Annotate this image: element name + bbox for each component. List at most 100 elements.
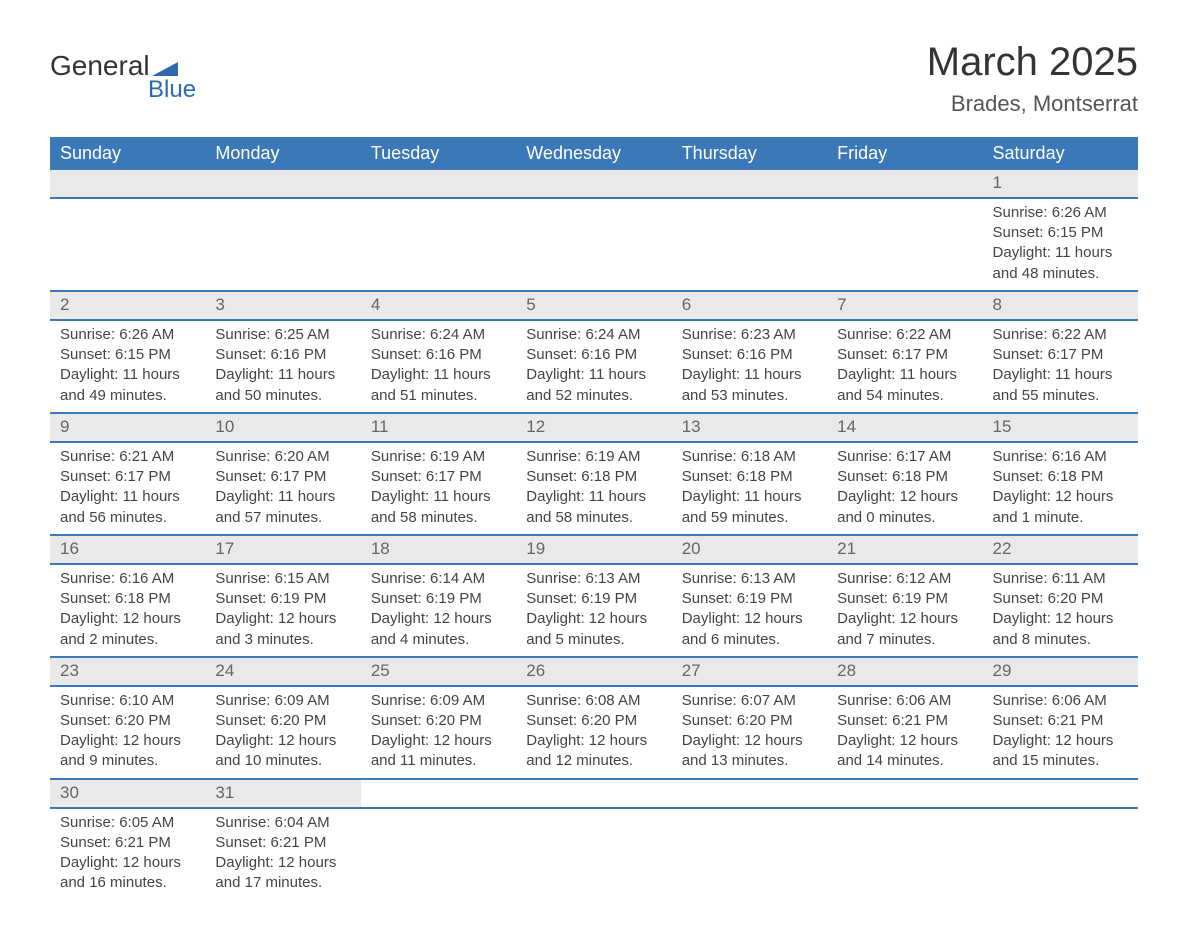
day-detail-cell: Sunrise: 6:11 AMSunset: 6:20 PMDaylight:… [983,564,1138,657]
day-number-cell: 26 [516,657,671,686]
day-detail-cell: Sunrise: 6:25 AMSunset: 6:16 PMDaylight:… [205,320,360,413]
day-number-cell: 25 [361,657,516,686]
sunset-text: Sunset: 6:21 PM [837,711,972,731]
day-detail-cell: Sunrise: 6:23 AMSunset: 6:16 PMDaylight:… [672,320,827,413]
calendar-body: 1Sunrise: 6:26 AMSunset: 6:15 PMDaylight… [50,170,1138,900]
sunrise-text: Sunrise: 6:04 AM [215,813,350,833]
day-detail-cell: Sunrise: 6:26 AMSunset: 6:15 PMDaylight:… [50,320,205,413]
daylight-text: Daylight: 12 hours and 15 minutes. [993,731,1128,772]
sunrise-text: Sunrise: 6:06 AM [993,691,1128,711]
day-detail-cell: Sunrise: 6:17 AMSunset: 6:18 PMDaylight:… [827,442,982,535]
week-daynum-row: 16171819202122 [50,535,1138,564]
daylight-text: Daylight: 12 hours and 4 minutes. [371,609,506,650]
week-daynum-row: 1 [50,170,1138,198]
day-number-cell: 5 [516,291,671,320]
day-detail-cell: Sunrise: 6:14 AMSunset: 6:19 PMDaylight:… [361,564,516,657]
daylight-text: Daylight: 12 hours and 11 minutes. [371,731,506,772]
page-header: General Blue March 2025 Brades, Montserr… [50,40,1138,117]
day-number-cell: 27 [672,657,827,686]
day-detail-cell: Sunrise: 6:09 AMSunset: 6:20 PMDaylight:… [361,686,516,779]
day-detail-cell: Sunrise: 6:26 AMSunset: 6:15 PMDaylight:… [983,198,1138,291]
day-number-cell: 22 [983,535,1138,564]
day-detail-cell: Sunrise: 6:22 AMSunset: 6:17 PMDaylight:… [827,320,982,413]
day-detail-cell: Sunrise: 6:08 AMSunset: 6:20 PMDaylight:… [516,686,671,779]
sunrise-text: Sunrise: 6:25 AM [215,325,350,345]
day-detail-cell: Sunrise: 6:16 AMSunset: 6:18 PMDaylight:… [50,564,205,657]
sunset-text: Sunset: 6:18 PM [682,467,817,487]
day-number-cell [516,779,671,808]
day-number-cell: 1 [983,170,1138,198]
day-detail-cell: Sunrise: 6:12 AMSunset: 6:19 PMDaylight:… [827,564,982,657]
day-number-cell: 31 [205,779,360,808]
day-detail-cell [50,198,205,291]
day-number-cell: 2 [50,291,205,320]
sunrise-text: Sunrise: 6:08 AM [526,691,661,711]
sunset-text: Sunset: 6:16 PM [526,345,661,365]
sunset-text: Sunset: 6:18 PM [60,589,195,609]
sunrise-text: Sunrise: 6:26 AM [60,325,195,345]
day-number-cell: 9 [50,413,205,442]
daylight-text: Daylight: 11 hours and 54 minutes. [837,365,972,406]
sunset-text: Sunset: 6:18 PM [993,467,1128,487]
day-detail-cell [516,198,671,291]
flag-icon [152,56,178,76]
day-detail-cell: Sunrise: 6:24 AMSunset: 6:16 PMDaylight:… [361,320,516,413]
day-number-cell: 7 [827,291,982,320]
day-detail-cell [827,198,982,291]
day-number-cell [361,170,516,198]
sunrise-text: Sunrise: 6:14 AM [371,569,506,589]
sunrise-text: Sunrise: 6:22 AM [993,325,1128,345]
day-number-cell: 18 [361,535,516,564]
sunset-text: Sunset: 6:18 PM [526,467,661,487]
title-block: March 2025 Brades, Montserrat [927,40,1138,117]
weekday-header: Wednesday [516,137,671,170]
sunrise-text: Sunrise: 6:05 AM [60,813,195,833]
sunset-text: Sunset: 6:20 PM [60,711,195,731]
daylight-text: Daylight: 11 hours and 49 minutes. [60,365,195,406]
daylight-text: Daylight: 12 hours and 10 minutes. [215,731,350,772]
sunrise-text: Sunrise: 6:19 AM [371,447,506,467]
weekday-header: Monday [205,137,360,170]
weekday-header: Sunday [50,137,205,170]
daylight-text: Daylight: 11 hours and 48 minutes. [993,243,1128,284]
day-number-cell: 23 [50,657,205,686]
day-detail-cell [672,198,827,291]
daylight-text: Daylight: 12 hours and 5 minutes. [526,609,661,650]
day-detail-cell: Sunrise: 6:13 AMSunset: 6:19 PMDaylight:… [516,564,671,657]
day-detail-cell: Sunrise: 6:24 AMSunset: 6:16 PMDaylight:… [516,320,671,413]
calendar-header: Sunday Monday Tuesday Wednesday Thursday… [50,137,1138,170]
sunrise-text: Sunrise: 6:13 AM [526,569,661,589]
day-number-cell [50,170,205,198]
day-detail-cell [361,808,516,900]
day-number-cell: 20 [672,535,827,564]
sunset-text: Sunset: 6:19 PM [682,589,817,609]
day-detail-cell: Sunrise: 6:20 AMSunset: 6:17 PMDaylight:… [205,442,360,535]
daylight-text: Daylight: 12 hours and 0 minutes. [837,487,972,528]
daylight-text: Daylight: 11 hours and 56 minutes. [60,487,195,528]
day-detail-cell: Sunrise: 6:07 AMSunset: 6:20 PMDaylight:… [672,686,827,779]
day-detail-cell: Sunrise: 6:10 AMSunset: 6:20 PMDaylight:… [50,686,205,779]
week-daynum-row: 2345678 [50,291,1138,320]
sunset-text: Sunset: 6:17 PM [215,467,350,487]
day-detail-cell [516,808,671,900]
day-detail-cell: Sunrise: 6:15 AMSunset: 6:19 PMDaylight:… [205,564,360,657]
sunset-text: Sunset: 6:15 PM [993,223,1128,243]
day-number-cell: 11 [361,413,516,442]
sunset-text: Sunset: 6:20 PM [526,711,661,731]
day-number-cell: 21 [827,535,982,564]
day-detail-cell: Sunrise: 6:21 AMSunset: 6:17 PMDaylight:… [50,442,205,535]
sunrise-text: Sunrise: 6:26 AM [993,203,1128,223]
brand-text-general: General [50,50,150,82]
sunset-text: Sunset: 6:19 PM [215,589,350,609]
daylight-text: Daylight: 11 hours and 57 minutes. [215,487,350,528]
sunset-text: Sunset: 6:17 PM [837,345,972,365]
daylight-text: Daylight: 12 hours and 9 minutes. [60,731,195,772]
day-detail-cell: Sunrise: 6:16 AMSunset: 6:18 PMDaylight:… [983,442,1138,535]
sunrise-text: Sunrise: 6:07 AM [682,691,817,711]
day-detail-cell [205,198,360,291]
sunrise-text: Sunrise: 6:12 AM [837,569,972,589]
week-daynum-row: 23242526272829 [50,657,1138,686]
sunrise-text: Sunrise: 6:20 AM [215,447,350,467]
daylight-text: Daylight: 11 hours and 55 minutes. [993,365,1128,406]
day-detail-cell: Sunrise: 6:18 AMSunset: 6:18 PMDaylight:… [672,442,827,535]
